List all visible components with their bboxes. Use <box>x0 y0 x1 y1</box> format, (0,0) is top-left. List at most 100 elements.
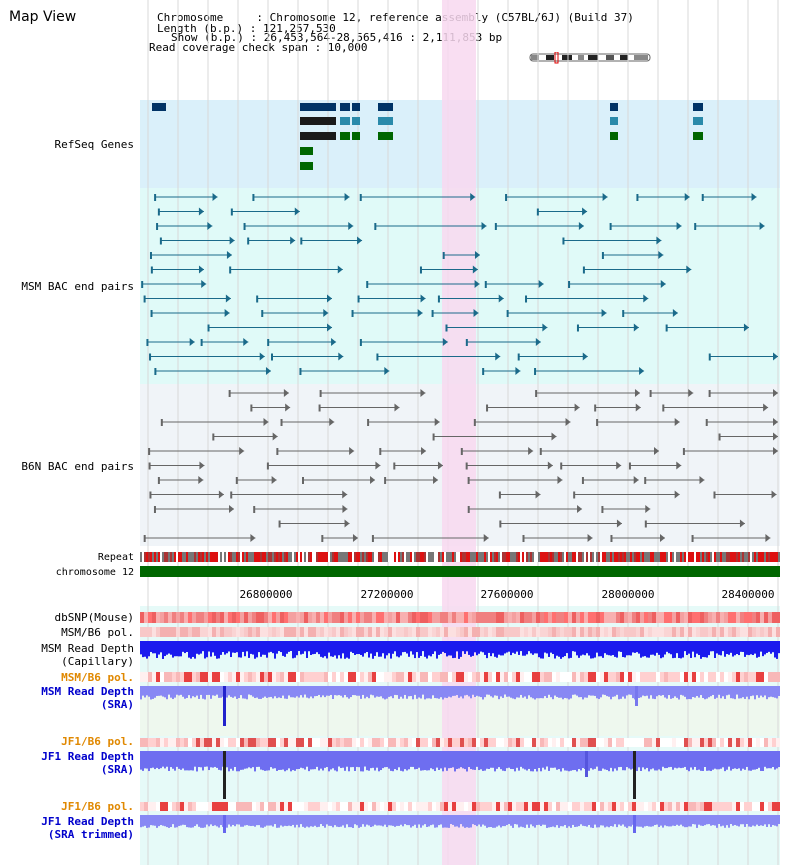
b6n-bac-pair-end <box>278 520 281 528</box>
dbsnp-cell <box>768 612 772 623</box>
msm-bac-pair-end <box>633 323 639 332</box>
msm-b6-pol-sra-cell <box>272 672 276 682</box>
chromosome-ideogram[interactable] <box>528 52 654 64</box>
msm-depth-sra-bar <box>216 686 218 695</box>
repeat-block <box>750 552 752 562</box>
repeat-block <box>694 552 696 562</box>
msm-depth-sra-bar <box>428 686 430 699</box>
jf1-b6-pol-2-cell <box>348 802 352 811</box>
jf1-b6-pol-cell <box>304 738 308 747</box>
jf1-depth-sra-bar <box>404 751 406 770</box>
jf1-b6-pol-2-cell <box>452 802 456 811</box>
msm-b6-pol-cell <box>516 627 520 637</box>
jf1-depth-sra-bar <box>580 751 582 771</box>
msm-depth-sra-bar <box>756 686 758 696</box>
msm-depth-sra-bar <box>632 686 634 699</box>
b6n-bac-pair-end <box>421 447 427 455</box>
axis-tick-label: 27600000 <box>481 588 534 601</box>
msm-depth-capillary-bar <box>742 641 744 652</box>
jf1-b6-pol-cell <box>416 738 420 747</box>
jf1-depth-sra-bar <box>504 751 506 772</box>
repeat-block <box>358 552 360 562</box>
jf1-depth-trimmed-bar <box>480 815 482 827</box>
msm-depth-capillary-bar <box>680 641 682 659</box>
highlight-region[interactable] <box>442 0 476 865</box>
jf1-b6-pol-2-cell <box>252 802 256 811</box>
jf1-b6-pol-2-cell <box>600 802 604 811</box>
msm-bac-pair-end <box>201 280 207 288</box>
jf1-b6-pol-2-cell <box>300 802 304 811</box>
b6n-bac-pair-end <box>212 433 215 441</box>
chromosome-bar <box>140 566 780 577</box>
msm-depth-capillary-bar <box>664 641 666 655</box>
jf1-depth-trimmed-bar <box>334 815 336 826</box>
dbsnp-cell <box>432 612 436 623</box>
msm-depth-capillary-bar <box>674 641 676 658</box>
msm-b6-pol-cell <box>156 627 160 637</box>
msm-depth-sra-bar <box>448 686 450 697</box>
msm-b6-pol-sra-cell <box>392 672 396 682</box>
msm-b6-pol-cell <box>564 627 568 637</box>
msm-depth-capillary-bar <box>668 641 670 654</box>
msm-depth-capillary-bar <box>570 641 572 658</box>
b6n-bac-pair-end <box>773 418 778 426</box>
jf1-b6-pol-cell <box>408 738 412 747</box>
jf1-b6-pol-cell <box>532 738 536 747</box>
msm-bac-pair-end <box>465 339 468 346</box>
msm-b6-pol-sra-cell <box>452 672 456 682</box>
jf1-b6-pol-2-cell <box>188 802 192 811</box>
msm-b6-pol-cell <box>716 627 720 637</box>
msm-depth-capillary-bar <box>468 641 470 655</box>
repeat-block <box>190 552 192 562</box>
jf1-depth-sra-bar <box>290 751 292 772</box>
jf1-b6-pol-2-cell <box>304 802 308 811</box>
repeat-block <box>540 552 542 562</box>
msm-bac-pair-end <box>338 352 344 361</box>
repeat-block <box>254 552 256 562</box>
msm-bac-pair-end <box>224 309 230 317</box>
jf1-b6-pol-cell <box>268 738 272 747</box>
jf1-depth-trimmed-bar <box>168 815 170 828</box>
genome-viewer[interactable]: 26800000 27200000 27600000 28000000 2840… <box>140 0 780 865</box>
jf1-depth-trimmed-bar <box>582 815 584 826</box>
msm-b6-pol-sra-cell <box>500 672 504 682</box>
msm-depth-capillary-bar <box>698 641 700 656</box>
repeat-block <box>716 552 718 562</box>
jf1-depth-sra-bar <box>176 751 178 767</box>
msm-depth-sra-bar <box>264 686 266 697</box>
features[interactable] <box>140 103 780 833</box>
msm-depth-capillary-bar <box>648 641 650 658</box>
msm-depth-sra-bar <box>342 686 344 698</box>
jf1-b6-pol-cell <box>640 738 644 747</box>
repeat-block <box>400 552 402 562</box>
dbsnp-cell <box>564 612 568 623</box>
jf1-depth-trimmed-bar <box>650 815 652 827</box>
msm-depth-capillary-bar <box>284 641 286 657</box>
msm-b6-pol-sra-cell <box>552 672 556 682</box>
jf1-depth-trimmed-bar <box>170 815 172 828</box>
msm-depth-capillary-bar <box>422 641 424 652</box>
repeat-block <box>502 552 504 562</box>
jf1-b6-pol-cell <box>228 738 232 747</box>
jf1-b6-pol-cell <box>336 738 340 747</box>
jf1-depth-trimmed-bar <box>482 815 484 825</box>
repeat-block <box>584 552 586 562</box>
repeat-block <box>548 552 550 562</box>
msm-b6-pol-cell <box>448 627 452 637</box>
msm-depth-capillary-bar <box>612 641 614 656</box>
jf1-depth-trimmed-bar <box>578 815 580 827</box>
msm-depth-sra-bar <box>144 686 146 698</box>
repeat-block <box>448 552 450 562</box>
msm-b6-pol-sra-cell <box>592 672 596 682</box>
jf1-depth-trimmed-bar <box>318 815 320 827</box>
msm-depth-capillary-bar <box>556 641 558 656</box>
jf1-depth-sra-bar <box>418 751 420 768</box>
jf1-b6-pol-2-cell <box>728 802 732 811</box>
dbsnp-cell <box>468 612 472 623</box>
jf1-depth-trimmed-bar <box>526 815 528 825</box>
b6n-bac-pair-end <box>230 491 233 499</box>
msm-b6-pol-cell <box>672 627 676 637</box>
msm-bac-pair-end <box>442 338 448 346</box>
b6n-bac-pair-end <box>535 390 538 397</box>
jf1-b6-pol-2-cell <box>372 802 376 811</box>
